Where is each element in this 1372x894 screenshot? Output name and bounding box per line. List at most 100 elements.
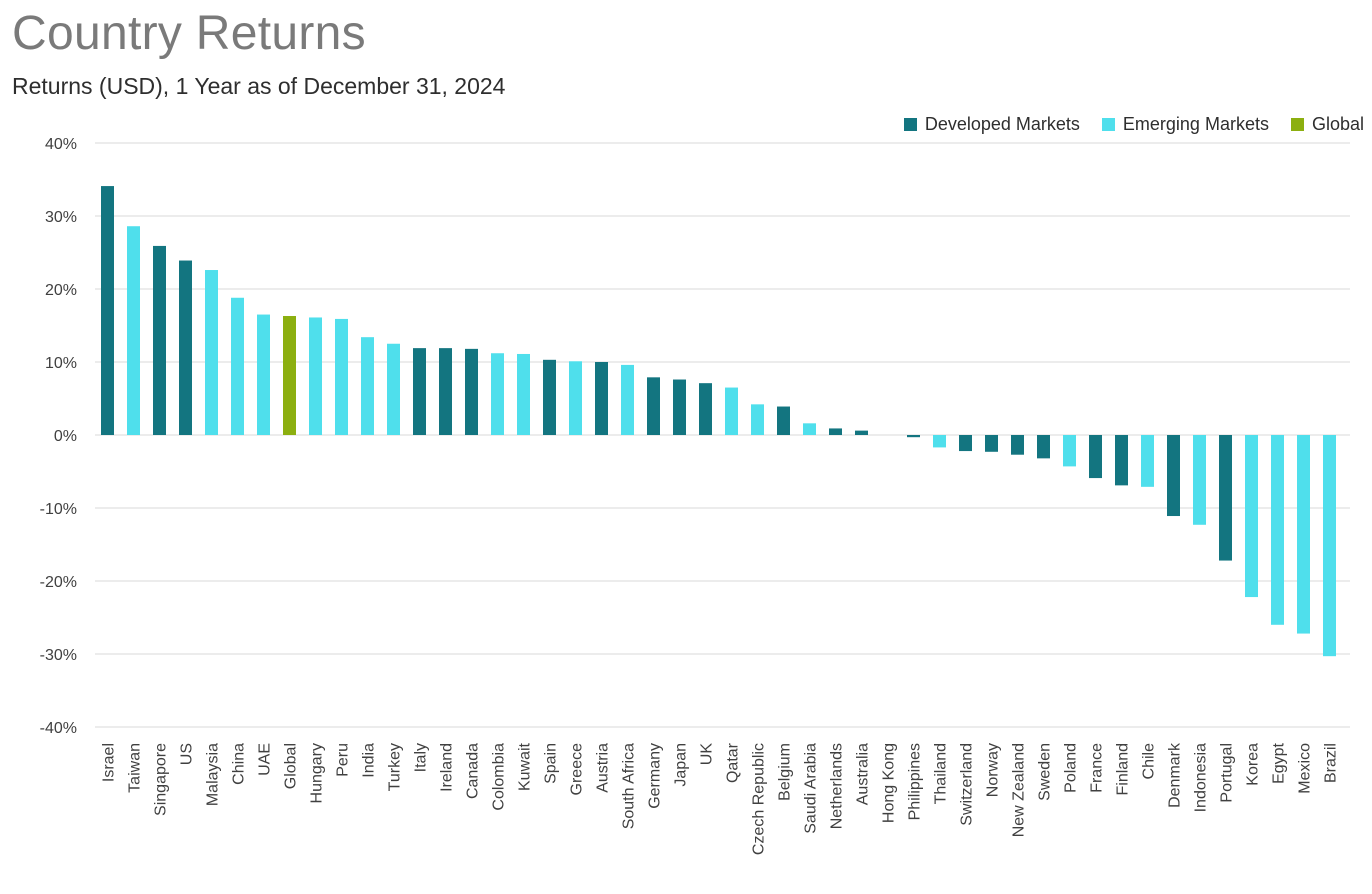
- x-tick-label: Spain: [543, 743, 560, 784]
- x-tick-label: Egypt: [1271, 742, 1288, 783]
- bar-us: [179, 260, 192, 435]
- legend-label-global: Global: [1311, 114, 1364, 134]
- y-tick-label: 30%: [45, 209, 77, 226]
- bar-netherlands: [829, 428, 842, 435]
- bar-uk: [699, 383, 712, 435]
- bar-italy: [413, 348, 426, 435]
- legend-item-developed: Developed Markets: [903, 114, 1080, 135]
- gridlines: [95, 142, 1350, 728]
- bar-indonesia: [1193, 435, 1206, 525]
- bar-korea: [1245, 435, 1258, 598]
- y-tick-label: -20%: [40, 574, 77, 591]
- x-tick-label: Global: [283, 743, 300, 789]
- bar-australia: [855, 430, 868, 435]
- x-tick-label: UAE: [257, 743, 274, 776]
- y-axis-tick-labels: 40% 30% 20% 10% 0% -10% -20% -30% -40%: [40, 136, 77, 737]
- bar-czech-republic: [751, 404, 764, 435]
- x-tick-label: Ireland: [439, 743, 456, 792]
- bar-finland: [1115, 435, 1128, 486]
- x-axis-tick-labels: Israel Taiwan Singapore US Malaysia China UAE G…: [101, 742, 1340, 855]
- y-tick-label: -40%: [40, 720, 77, 737]
- y-tick-label: 40%: [45, 136, 77, 153]
- bar-switzerland: [959, 435, 972, 452]
- bar-belgium: [777, 406, 790, 435]
- x-tick-label: India: [361, 743, 378, 778]
- bar-greece: [569, 361, 582, 435]
- x-tick-label: Belgium: [777, 743, 794, 801]
- legend-item-global: Global: [1290, 114, 1364, 135]
- legend-item-emerging: Emerging Markets: [1101, 114, 1269, 135]
- x-tick-label: China: [231, 743, 248, 785]
- bar-mexico: [1297, 435, 1310, 634]
- x-tick-label: Chile: [1141, 743, 1158, 780]
- bar-india: [361, 337, 374, 435]
- x-tick-label: Taiwan: [127, 743, 144, 793]
- x-tick-label: Brazil: [1323, 743, 1340, 783]
- bar-peru: [335, 318, 348, 435]
- x-tick-label: Greece: [569, 743, 586, 796]
- bar-singapore: [153, 245, 166, 435]
- y-tick-label: -10%: [40, 501, 77, 518]
- x-tick-label: South Africa: [621, 743, 638, 829]
- x-tick-label: Norway: [985, 743, 1002, 797]
- bar-denmark: [1167, 435, 1180, 517]
- y-tick-label: 20%: [45, 282, 77, 299]
- bar-egypt: [1271, 435, 1284, 625]
- y-tick-label: -30%: [40, 647, 77, 664]
- x-tick-label: Turkey: [387, 743, 404, 791]
- x-tick-label: Mexico: [1297, 743, 1314, 794]
- legend-label-developed: Developed Markets: [924, 114, 1080, 134]
- bar-portugal: [1219, 435, 1232, 561]
- x-tick-label: Italy: [413, 743, 430, 772]
- x-tick-label: Indonesia: [1193, 743, 1210, 812]
- bar-hungary: [309, 317, 322, 435]
- bar-turkey: [387, 343, 400, 435]
- x-tick-label: Canada: [465, 743, 482, 799]
- bar-uae: [257, 314, 270, 435]
- bar-japan: [673, 379, 686, 435]
- bar-global: [283, 316, 296, 435]
- x-tick-label: Saudi Arabia: [803, 743, 820, 834]
- x-tick-label: New Zealand: [1011, 743, 1028, 837]
- bar-south-africa: [621, 364, 634, 435]
- x-tick-label: Austria: [595, 743, 612, 793]
- bar-france: [1089, 435, 1102, 479]
- x-tick-label: Germany: [647, 743, 664, 809]
- x-tick-label: Korea: [1245, 743, 1262, 786]
- bar-thailand: [933, 435, 946, 448]
- x-tick-label: Poland: [1063, 743, 1080, 793]
- bar-spain: [543, 359, 556, 435]
- bar-malaysia: [205, 270, 218, 435]
- x-tick-label: Colombia: [491, 743, 508, 811]
- x-tick-label: Sweden: [1037, 743, 1054, 801]
- x-tick-label: Malaysia: [205, 743, 222, 806]
- x-tick-label: Philippines: [907, 743, 924, 820]
- bar-chile: [1141, 435, 1154, 487]
- y-tick-label: 0%: [54, 428, 77, 445]
- bar-china: [231, 297, 244, 435]
- x-tick-label: Kuwait: [517, 742, 534, 791]
- bar-kuwait: [517, 353, 530, 435]
- x-tick-label: Portugal: [1219, 743, 1236, 803]
- x-tick-label: Hong Kong: [881, 743, 898, 823]
- bar-ireland: [439, 348, 452, 435]
- bar-austria: [595, 362, 608, 435]
- bar-canada: [465, 348, 478, 435]
- bar-philippines: [907, 435, 920, 438]
- x-tick-label: Finland: [1115, 743, 1132, 795]
- x-tick-label: Israel: [101, 743, 118, 782]
- bar-israel: [101, 186, 114, 435]
- x-tick-label: Thailand: [933, 743, 950, 804]
- x-tick-label: France: [1089, 743, 1106, 793]
- legend-swatch-developed: [903, 118, 917, 131]
- x-tick-label: Denmark: [1167, 742, 1184, 808]
- x-tick-label: US: [179, 743, 196, 765]
- x-tick-label: Switzerland: [959, 743, 976, 826]
- bar-norway: [985, 435, 998, 452]
- x-tick-label: Czech Republic: [751, 743, 768, 855]
- bar-sweden: [1037, 435, 1050, 459]
- x-tick-label: Hungary: [309, 743, 326, 803]
- legend-label-emerging: Emerging Markets: [1122, 114, 1269, 134]
- bar-germany: [647, 377, 660, 435]
